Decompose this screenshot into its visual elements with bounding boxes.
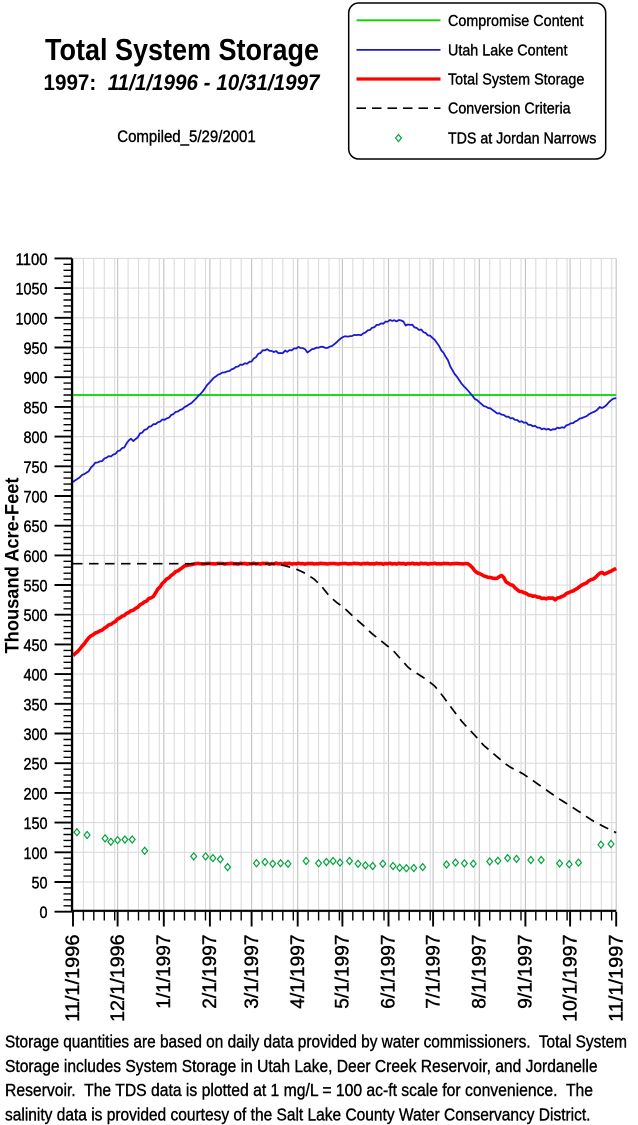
svg-text:salinity data is provided cour: salinity data is provided courtesy of th… [5,1104,591,1124]
svg-text:850: 850 [24,399,48,417]
svg-text:7/1/1997: 7/1/1997 [423,935,444,1009]
svg-text:Thousand Acre-Feet: Thousand Acre-Feet [3,477,24,654]
svg-text:12/1/1996: 12/1/1996 [108,935,129,1022]
svg-text:350: 350 [24,696,48,714]
svg-text:50: 50 [32,875,48,893]
svg-text:650: 650 [24,518,48,536]
svg-text:1/1/1997: 1/1/1997 [154,935,175,1009]
svg-text:1100: 1100 [16,251,48,269]
svg-text:10/1/1997: 10/1/1997 [560,935,581,1022]
svg-text:250: 250 [24,756,48,774]
svg-text:800: 800 [24,429,48,447]
svg-text:Reservoir. The TDS data is pl: Reservoir. The TDS data is plotted at 1 … [5,1080,593,1100]
svg-text:3/1/1997: 3/1/1997 [242,935,263,1009]
svg-text:Utah Lake Content: Utah Lake Content [448,42,568,59]
svg-text:1997: 11/1/1996 - 10/31/1997: 1997: 11/1/1996 - 10/31/1997 [44,70,321,95]
svg-text:Storage includes System Storag: Storage includes System Storage in Utah … [5,1056,598,1076]
svg-text:400: 400 [24,667,48,685]
svg-text:4/1/1997: 4/1/1997 [288,935,309,1009]
svg-text:11/1/1996: 11/1/1996 [63,935,84,1022]
svg-text:6/1/1997: 6/1/1997 [379,935,400,1009]
svg-text:Total System Storage: Total System Storage [448,72,584,89]
svg-text:450: 450 [24,637,48,655]
svg-text:Conversion Criteria: Conversion Criteria [448,101,571,118]
svg-text:TDS at Jordan Narrows: TDS at Jordan Narrows [448,131,597,148]
svg-text:900: 900 [24,370,48,388]
svg-text:200: 200 [24,785,48,803]
svg-text:700: 700 [24,489,48,507]
svg-text:5/1/1997: 5/1/1997 [333,935,354,1009]
svg-text:500: 500 [24,607,48,625]
svg-text:1050: 1050 [16,281,48,299]
svg-text:11/1/1997: 11/1/1997 [606,935,627,1022]
svg-text:0: 0 [40,904,48,922]
svg-text:950: 950 [24,340,48,358]
svg-text:8/1/1997: 8/1/1997 [470,935,491,1009]
svg-text:750: 750 [24,459,48,477]
svg-text:600: 600 [24,548,48,566]
svg-text:9/1/1997: 9/1/1997 [516,935,537,1009]
svg-text:Storage quantities are based o: Storage quantities are based on daily da… [5,1032,627,1052]
svg-text:1000: 1000 [16,310,48,328]
svg-text:300: 300 [24,726,48,744]
svg-text:150: 150 [24,815,48,833]
svg-text:Compromise Content: Compromise Content [448,13,584,30]
svg-text:100: 100 [24,845,48,863]
svg-text:Compiled_5/29/2001: Compiled_5/29/2001 [117,128,256,146]
svg-text:550: 550 [24,578,48,596]
svg-text:Total System Storage: Total System Storage [45,33,319,67]
svg-text:2/1/1997: 2/1/1997 [200,935,221,1009]
